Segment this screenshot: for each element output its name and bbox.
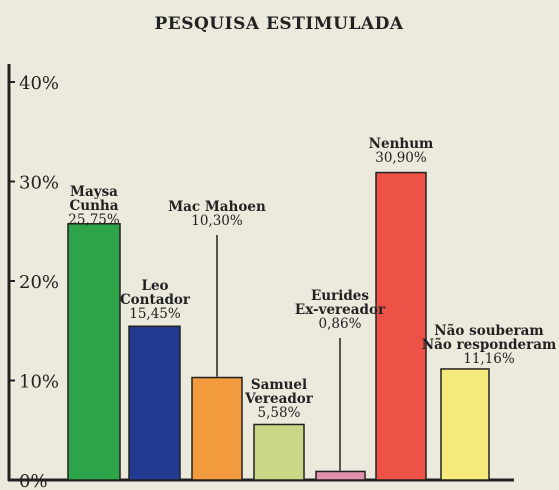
bar xyxy=(315,470,366,481)
bar xyxy=(253,423,305,481)
bar-category-label: Ex-vereador xyxy=(295,302,386,318)
y-tick-label: 10% xyxy=(19,372,59,393)
bar-value-label: 0,86% xyxy=(319,316,362,332)
bar-value-label: 5,58% xyxy=(258,405,301,421)
bar xyxy=(128,325,181,481)
bar-category-label: Nenhum xyxy=(369,136,434,152)
bar xyxy=(440,368,490,481)
chart-title: PESQUISA ESTIMULADA xyxy=(154,14,403,34)
y-tick-label: 40% xyxy=(19,73,59,94)
bar-value-label: 25,75% xyxy=(68,212,120,228)
bar-value-label: 11,16% xyxy=(463,351,515,367)
y-tick-label: 0% xyxy=(19,471,48,490)
bar-category-label: Não responderam xyxy=(422,337,557,353)
bar-category-label: Contador xyxy=(120,292,191,308)
bar xyxy=(375,171,427,481)
bar-category-label: Cunha xyxy=(70,198,119,214)
bar-value-label: 30,90% xyxy=(375,150,427,166)
bar-category-label: Mac Mahoen xyxy=(168,199,266,215)
y-tick-label: 20% xyxy=(19,272,59,293)
bar-value-label: 15,45% xyxy=(129,306,181,322)
bar xyxy=(67,223,121,481)
bar-category-label: Vereador xyxy=(244,391,314,407)
y-tick-label: 30% xyxy=(19,173,59,194)
bar-category-label: Leo xyxy=(141,278,168,294)
bar-value-label: 10,30% xyxy=(191,213,243,229)
bar-category-label: Não souberam xyxy=(434,323,543,339)
bar-category-label: Samuel xyxy=(251,377,307,393)
bar xyxy=(191,376,243,481)
bar-category-label: Maysa xyxy=(70,184,118,200)
bars xyxy=(67,171,490,481)
bar-category-label: Eurides xyxy=(311,288,369,304)
